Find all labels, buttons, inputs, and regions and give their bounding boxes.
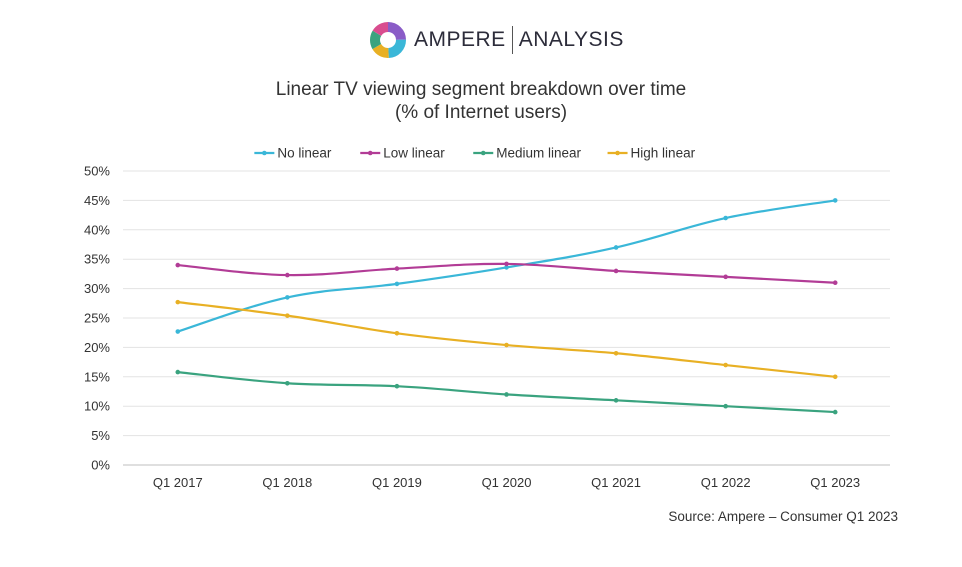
- x-tick-label: Q1 2023: [810, 475, 860, 490]
- data-point-high-linear: [613, 350, 619, 356]
- logo-sub-text: ANALYSIS: [518, 28, 624, 51]
- data-point-medium-linear: [832, 409, 838, 415]
- legend-item-no-linear: No linear: [254, 146, 332, 161]
- data-point-low-linear: [504, 261, 509, 267]
- data-point-no-linear: [504, 265, 509, 270]
- x-tick-label: Q1 2020: [482, 475, 532, 490]
- series-line-high-linear: [177, 301, 836, 378]
- y-tick-label: 40%: [84, 222, 110, 237]
- chart-legend: No linear Low linear Medium linear High lin…: [254, 146, 696, 161]
- data-point-no-linear: [394, 281, 400, 287]
- data-point-high-linear: [723, 362, 728, 368]
- legend-label: Medium linear: [496, 146, 581, 161]
- chart-title-line2: (% of Internet users): [394, 102, 568, 123]
- data-point-high-linear: [285, 313, 290, 318]
- y-tick-label: 0%: [91, 458, 110, 473]
- y-tick-label: 50%: [84, 164, 110, 179]
- data-point-no-linear: [285, 295, 290, 300]
- data-point-medium-linear: [175, 369, 181, 375]
- data-point-medium-linear: [613, 398, 619, 403]
- x-tick-label: Q1 2022: [701, 475, 751, 490]
- data-point-medium-linear: [394, 383, 400, 389]
- x-tick-label: Q1 2018: [262, 475, 312, 490]
- data-point-high-linear: [832, 374, 838, 380]
- data-point-no-linear: [175, 329, 181, 334]
- legend-label: Low linear: [383, 146, 445, 161]
- data-point-medium-linear: [285, 380, 290, 386]
- data-point-no-linear: [613, 245, 619, 250]
- data-point-no-linear: [723, 215, 728, 221]
- y-tick-label: 45%: [84, 193, 110, 208]
- y-axis: 0% 5% 10% 15% 20% 25% 30% 35% 40% 45% 50%: [84, 164, 110, 473]
- legend-marker: [262, 150, 267, 156]
- x-axis: Q1 2017 Q1 2018 Q1 2019 Q1 2020 Q1 2021 Q1 20…: [153, 475, 860, 490]
- source-note: Source: Ampere – Consumer Q1 2023: [668, 509, 898, 524]
- legend-marker: [367, 150, 373, 156]
- data-point-low-linear: [175, 262, 181, 268]
- legend-item-low-linear: Low linear: [360, 146, 445, 161]
- chart-title-line1: Linear TV viewing segment breakdown over…: [275, 79, 687, 100]
- y-tick-label: 5%: [91, 428, 110, 443]
- chart-series: [175, 198, 838, 415]
- data-point-high-linear: [504, 342, 509, 348]
- y-tick-label: 20%: [84, 340, 110, 355]
- data-point-medium-linear: [723, 403, 728, 409]
- logo-brand-text: AMPERE: [414, 28, 506, 51]
- legend-item-medium-linear: Medium linear: [473, 146, 582, 161]
- data-point-high-linear: [175, 299, 181, 305]
- data-point-high-linear: [394, 330, 400, 336]
- data-point-no-linear: [832, 198, 838, 203]
- series-high-linear: [175, 299, 838, 380]
- donut-logo-icon: [370, 22, 406, 58]
- data-point-medium-linear: [504, 392, 509, 397]
- legend-marker: [615, 150, 620, 156]
- data-point-low-linear: [285, 272, 290, 278]
- y-tick-label: 10%: [84, 399, 110, 414]
- data-point-low-linear: [613, 268, 619, 274]
- legend-item-high-linear: High linear: [607, 146, 696, 161]
- x-tick-label: Q1 2017: [153, 475, 203, 490]
- y-tick-label: 35%: [84, 252, 110, 267]
- data-point-low-linear: [832, 280, 838, 286]
- chart-title: Linear TV viewing segment breakdown over…: [0, 78, 962, 124]
- y-tick-label: 30%: [84, 281, 110, 296]
- series-medium-linear: [175, 369, 838, 415]
- legend-label: No linear: [277, 146, 332, 161]
- series-low-linear: [175, 261, 838, 286]
- x-tick-label: Q1 2021: [591, 475, 641, 490]
- y-tick-label: 25%: [84, 311, 110, 326]
- data-point-low-linear: [723, 274, 728, 280]
- x-tick-label: Q1 2019: [372, 475, 422, 490]
- chart-grid: [123, 170, 890, 466]
- logo-divider: [511, 26, 513, 54]
- legend-label: High linear: [631, 146, 696, 161]
- y-tick-label: 15%: [84, 369, 110, 384]
- series-no-linear: [175, 198, 838, 334]
- legend-marker: [480, 150, 486, 156]
- data-point-low-linear: [394, 266, 400, 271]
- ampere-logo: AMPERE ANALYSIS: [370, 20, 624, 60]
